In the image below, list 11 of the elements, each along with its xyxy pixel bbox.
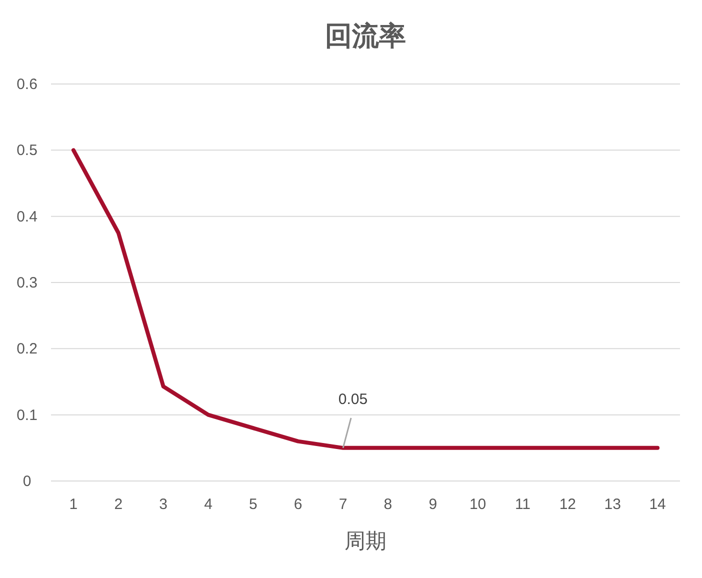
y-tick-label: 0.6 (16, 76, 38, 93)
y-tick-label: 0.3 (16, 274, 38, 292)
annotation: 0.05 (338, 390, 368, 408)
line-series (71, 148, 660, 450)
y-tick-label: 0 (22, 473, 32, 490)
y-tick-label: 0.5 (16, 142, 38, 160)
y-tick-label: 0.1 (16, 406, 38, 424)
y-tick-label: 0.4 (16, 208, 38, 226)
x-axis-title: 周期 (344, 530, 386, 553)
chart-title: 回流率 (325, 21, 406, 51)
y-tick-label: 0.2 (16, 340, 38, 358)
